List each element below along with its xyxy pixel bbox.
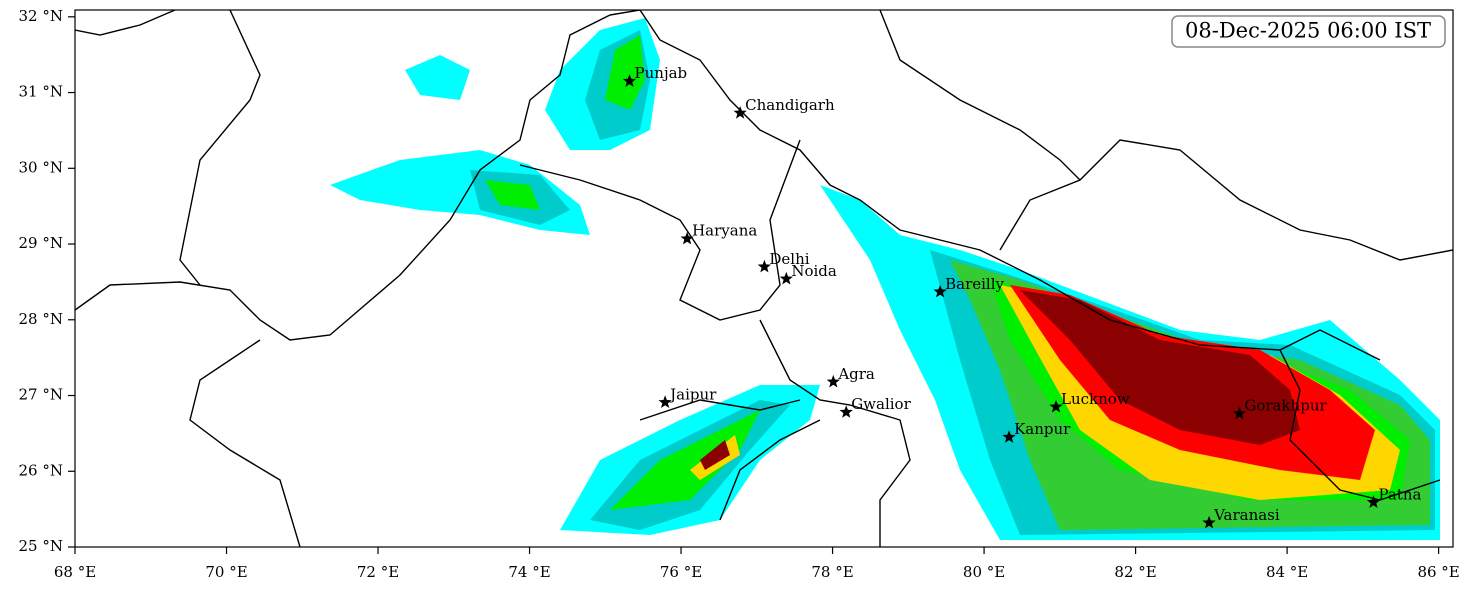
x-tick-label: 86 °E <box>1417 563 1459 581</box>
x-tick-label: 80 °E <box>963 563 1005 581</box>
x-tick-label: 82 °E <box>1114 563 1156 581</box>
title: 08-Dec-2025 06:00 IST <box>1185 19 1431 43</box>
precipitation <box>330 18 1440 540</box>
plot-frame <box>74 9 1454 548</box>
city-marker <box>1002 430 1016 443</box>
x-tick-label: 76 °E <box>660 563 702 581</box>
city-marker <box>658 395 672 408</box>
y-tick-label: 30 °N <box>19 158 63 176</box>
city-label: Varanasi <box>1213 506 1280 524</box>
city-label: Bareilly <box>945 275 1004 293</box>
city-label: Patna <box>1378 485 1421 503</box>
y-tick-label: 28 °N <box>19 310 63 328</box>
city-label: Jaipur <box>668 385 717 403</box>
city-marker <box>1202 515 1216 529</box>
city-label: Noida <box>791 262 837 280</box>
city-label: Haryana <box>692 222 757 240</box>
city-label: Chandigarh <box>745 96 835 114</box>
borders <box>75 10 1453 547</box>
x-tick-label: 72 °E <box>357 563 399 581</box>
city-marker <box>779 271 793 285</box>
city-marker <box>839 405 853 418</box>
city-label: Gorakhpur <box>1244 397 1327 415</box>
city-marker <box>622 74 637 87</box>
city-marker <box>826 374 840 388</box>
y-tick-label: 31 °N <box>19 83 63 101</box>
city-marker <box>680 231 694 245</box>
y-tick-label: 26 °N <box>19 461 63 479</box>
city-label: Agra <box>837 365 875 383</box>
city-label: Lucknow <box>1061 390 1130 408</box>
x-tick-label: 70 °E <box>205 563 247 581</box>
city-label: Kanpur <box>1014 420 1071 438</box>
city-label: Punjab <box>635 64 688 82</box>
city-marker <box>1232 406 1246 420</box>
x-tick-label: 74 °E <box>508 563 550 581</box>
x-tick-label: 68 °E <box>54 563 96 581</box>
city-marker <box>1049 399 1063 413</box>
y-tick-label: 25 °N <box>19 537 63 555</box>
city-label: Delhi <box>769 250 809 268</box>
city-label: Gwalior <box>851 395 911 413</box>
y-tick-label: 32 °N <box>19 7 63 25</box>
x-tick-label: 78 °E <box>811 563 853 581</box>
city-marker <box>1366 495 1381 508</box>
y-tick-label: 27 °N <box>19 386 63 404</box>
y-tick-label: 29 °N <box>19 234 63 252</box>
city-marker <box>733 106 747 119</box>
city-marker <box>757 259 771 273</box>
title-box <box>1171 15 1446 48</box>
x-tick-label: 84 °E <box>1266 563 1308 581</box>
city-marker <box>933 284 947 298</box>
